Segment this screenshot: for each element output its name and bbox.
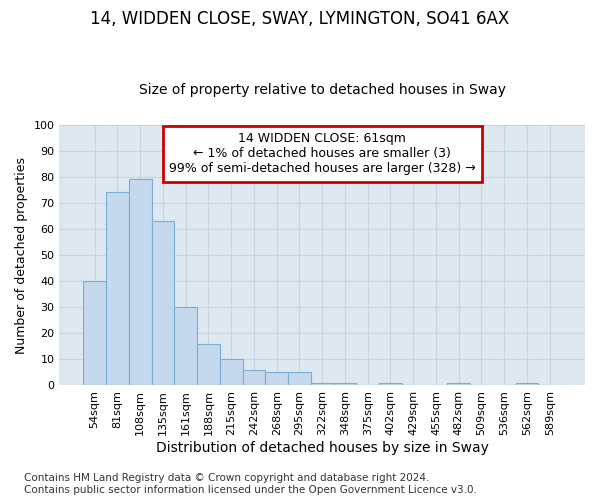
- Bar: [220, 360, 242, 386]
- Bar: [515, 383, 538, 386]
- Text: 14 WIDDEN CLOSE: 61sqm
← 1% of detached houses are smaller (3)
99% of semi-detac: 14 WIDDEN CLOSE: 61sqm ← 1% of detached …: [169, 132, 476, 176]
- X-axis label: Distribution of detached houses by size in Sway: Distribution of detached houses by size …: [156, 441, 488, 455]
- Text: Contains HM Land Registry data © Crown copyright and database right 2024.
Contai: Contains HM Land Registry data © Crown c…: [24, 474, 477, 495]
- Bar: [242, 370, 265, 386]
- Y-axis label: Number of detached properties: Number of detached properties: [15, 156, 28, 354]
- Bar: [83, 281, 106, 386]
- Bar: [288, 372, 311, 386]
- Bar: [311, 383, 334, 386]
- Bar: [106, 192, 129, 386]
- Bar: [334, 383, 356, 386]
- Bar: [265, 372, 288, 386]
- Bar: [197, 344, 220, 386]
- Bar: [175, 307, 197, 386]
- Title: Size of property relative to detached houses in Sway: Size of property relative to detached ho…: [139, 83, 506, 97]
- Bar: [152, 221, 175, 386]
- Text: 14, WIDDEN CLOSE, SWAY, LYMINGTON, SO41 6AX: 14, WIDDEN CLOSE, SWAY, LYMINGTON, SO41 …: [91, 10, 509, 28]
- Bar: [448, 383, 470, 386]
- Bar: [379, 383, 402, 386]
- Bar: [129, 180, 152, 386]
